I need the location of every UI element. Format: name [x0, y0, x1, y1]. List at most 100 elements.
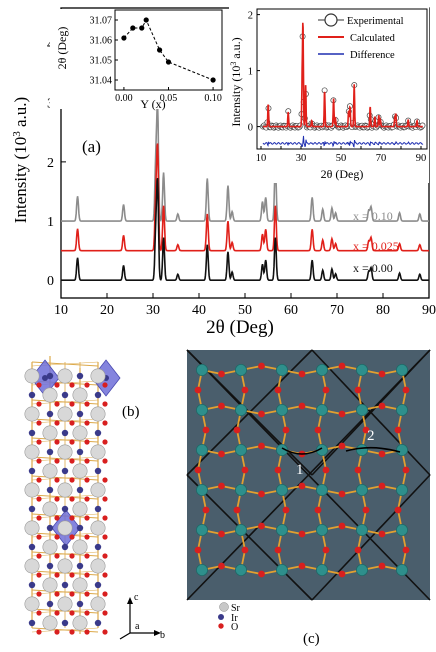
sr-atom [42, 425, 58, 441]
sr-atom [355, 443, 368, 456]
inset-x-tick-label: 0.10 [204, 93, 222, 104]
o-atom [298, 370, 306, 378]
o-atom [194, 466, 202, 474]
sr-atom [24, 596, 40, 612]
o-atom [102, 572, 108, 578]
sr-atom [42, 387, 58, 403]
o-atom [84, 572, 90, 578]
x-tick-label: 80 [376, 303, 390, 318]
sr-atom [195, 403, 208, 416]
sr-atom [42, 539, 58, 555]
legend-ir: Ir [231, 613, 238, 624]
inset-left-ticks: 0.00 0.05 0.10 31.04 31.05 31.06 31.07 [90, 16, 222, 105]
ir-atom [76, 600, 84, 608]
inset-left-ylabel: 2θ (Deg) [55, 27, 69, 70]
o-atom [36, 439, 42, 445]
o-atom [218, 450, 225, 458]
o-atom [378, 530, 386, 538]
o-atom [69, 553, 75, 559]
o-atom [36, 610, 42, 616]
o-atom [282, 506, 290, 514]
o-atom [69, 420, 75, 426]
inset-r-y-tick-label: 0 [248, 123, 253, 134]
sr-atom [355, 403, 368, 416]
inset-left-point [156, 47, 163, 53]
o-atom [394, 506, 402, 514]
o-atom [362, 506, 370, 514]
o-atom [258, 490, 265, 498]
o-atom [274, 386, 282, 394]
sr-atom [72, 539, 88, 555]
series-label-x0025: x = 0.025 [353, 239, 399, 253]
main-xlabel: 2θ (Deg) [206, 317, 274, 338]
y-tick-label: 2 [47, 156, 54, 171]
inset-left-point [143, 17, 149, 23]
o-atom [354, 466, 362, 474]
sr-atom [195, 443, 208, 456]
crystal-structure-panel: (b) c a b [24, 356, 165, 641]
sr-atom [90, 558, 106, 574]
sr-atom [395, 403, 408, 416]
o-atom [54, 439, 60, 445]
legend-experimental: Experimental [347, 16, 404, 27]
sr-atom [315, 443, 328, 456]
x-tick-label: 50 [238, 303, 252, 318]
sr-atom [72, 463, 88, 479]
o-atom [36, 382, 42, 388]
o-atom [69, 458, 75, 464]
diff-line [262, 135, 424, 148]
sr-atom [24, 444, 40, 460]
sr-atom [355, 483, 368, 496]
atom-legend: Sr Ir O [218, 602, 241, 633]
inset-x-tick-label: 0.05 [160, 93, 178, 104]
inset-left-points [121, 17, 216, 83]
inset-r-x-tick-label: 90 [416, 153, 427, 164]
inset-right-frame [256, 8, 428, 150]
o-atom [54, 401, 60, 407]
angle-label-2: 2 [367, 428, 375, 444]
o-atom [36, 553, 42, 559]
o-atom [54, 610, 60, 616]
ir-ir-line [186, 474, 313, 601]
xrd-series-1 [61, 143, 429, 252]
o-atom [354, 386, 362, 394]
o-atom [241, 386, 249, 394]
sr-atom [234, 363, 247, 376]
x-tick-label: 40 [192, 303, 206, 318]
o-atom [338, 490, 346, 498]
o-atom [69, 477, 75, 483]
sr-atom [355, 564, 368, 577]
inset-left-point [165, 59, 172, 65]
o-atom [36, 515, 42, 521]
o-atom [258, 410, 265, 418]
o-atom [194, 546, 202, 554]
ir-atom [28, 543, 36, 551]
ir-atom [61, 467, 69, 475]
ir-ir-line [311, 349, 431, 476]
inset-y-tick-label: 31.04 [90, 76, 113, 87]
axis-c-label: c [134, 592, 139, 603]
o-atom [102, 515, 108, 521]
sr-atom [315, 363, 328, 376]
sr-atom [72, 577, 88, 593]
o-atom [84, 534, 90, 540]
sr-atom [90, 482, 106, 498]
sr-atom [355, 524, 368, 537]
o-atom [84, 629, 90, 635]
o-atom [402, 546, 410, 554]
o-atom [233, 426, 241, 434]
sr-atom [195, 483, 208, 496]
sr-atom [275, 443, 288, 456]
o-atom [378, 402, 386, 410]
o-atom [218, 370, 225, 378]
sr-atom [315, 483, 328, 496]
o-atom [378, 562, 386, 570]
sr-atom [24, 368, 40, 384]
o-atom [84, 553, 90, 559]
sr-atom [195, 363, 208, 376]
sr-atom [234, 443, 247, 456]
o-atom [102, 553, 108, 559]
ir-atom [46, 410, 54, 418]
sr-atom [234, 564, 247, 577]
o-atom [298, 562, 306, 570]
